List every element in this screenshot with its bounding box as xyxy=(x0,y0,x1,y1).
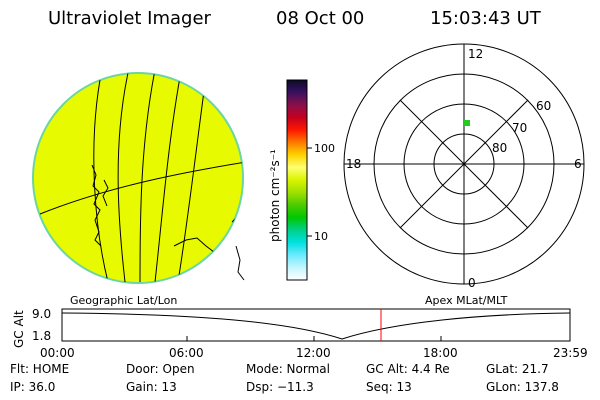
globe-image xyxy=(32,72,245,284)
glon-readout: GLon: 137.8 xyxy=(486,380,559,394)
dsp-readout: Dsp: −11.3 xyxy=(246,380,314,394)
ip-readout: IP: 36.0 xyxy=(10,380,56,394)
mlt-label-6: 6 xyxy=(574,157,582,171)
coastline-outside xyxy=(235,245,245,281)
date-label: 08 Oct 00 xyxy=(276,8,365,29)
timeline-xtick: 12:00 xyxy=(296,346,331,360)
door-readout: Door: Open xyxy=(126,362,195,376)
gain-readout: Gain: 13 xyxy=(126,380,177,394)
mlat-label-60: 60 xyxy=(536,99,551,113)
colorbar-unit-label: photon cm⁻²s⁻¹ xyxy=(268,149,282,242)
meridian-line xyxy=(139,73,158,283)
timeline-xtick: 00:00 xyxy=(40,346,75,360)
timeline-xtick: 23:59 xyxy=(553,346,588,360)
mlt-label-18: 18 xyxy=(346,157,361,171)
altitude-timeline xyxy=(61,308,571,342)
coastline xyxy=(91,164,102,247)
colorbar-tick-label: 100 xyxy=(314,142,335,155)
seq-readout: Seq: 13 xyxy=(366,380,412,394)
meridian-line xyxy=(117,73,131,283)
altitude-curve xyxy=(61,312,571,340)
colorbar-bar xyxy=(286,79,308,281)
timeline-ytick: 9.0 xyxy=(32,307,51,321)
mlat-label-70: 70 xyxy=(512,121,527,135)
apex-caption: Apex MLat/MLT xyxy=(425,294,508,307)
colorbar: 100 10 photon cm⁻²s⁻¹ xyxy=(268,79,335,281)
mlt-label-0: 0 xyxy=(468,276,476,290)
timeline-ylabel: GC Alt xyxy=(12,310,26,348)
meridian-line xyxy=(154,73,183,283)
gc-alt-readout: GC Alt: 4.4 Re xyxy=(366,362,450,376)
filter-readout: Flt: HOME xyxy=(10,362,70,376)
glat-readout: GLat: 21.7 xyxy=(486,362,549,376)
timeline-ytick: 1.8 xyxy=(32,329,51,343)
meridian-line xyxy=(177,75,207,283)
polar-plot xyxy=(343,43,585,285)
timeline-xtick: 18:00 xyxy=(423,346,458,360)
mlt-label-12: 12 xyxy=(468,47,483,61)
mode-readout: Mode: Normal xyxy=(246,362,330,376)
geographic-caption: Geographic Lat/Lon xyxy=(70,294,178,307)
instrument-title: Ultraviolet Imager xyxy=(48,8,211,29)
timeline-frame xyxy=(61,308,571,342)
colorbar-tick-label: 10 xyxy=(314,230,328,243)
parallel-line xyxy=(39,161,243,215)
globe-disk xyxy=(32,72,244,284)
time-label: 15:03:43 UT xyxy=(430,8,541,29)
aurora-position-marker xyxy=(464,120,470,126)
timeline-xtick: 06:00 xyxy=(169,346,204,360)
mlat-label-80: 80 xyxy=(492,141,507,155)
polar-diagonal xyxy=(399,99,529,229)
coastline xyxy=(102,179,109,207)
